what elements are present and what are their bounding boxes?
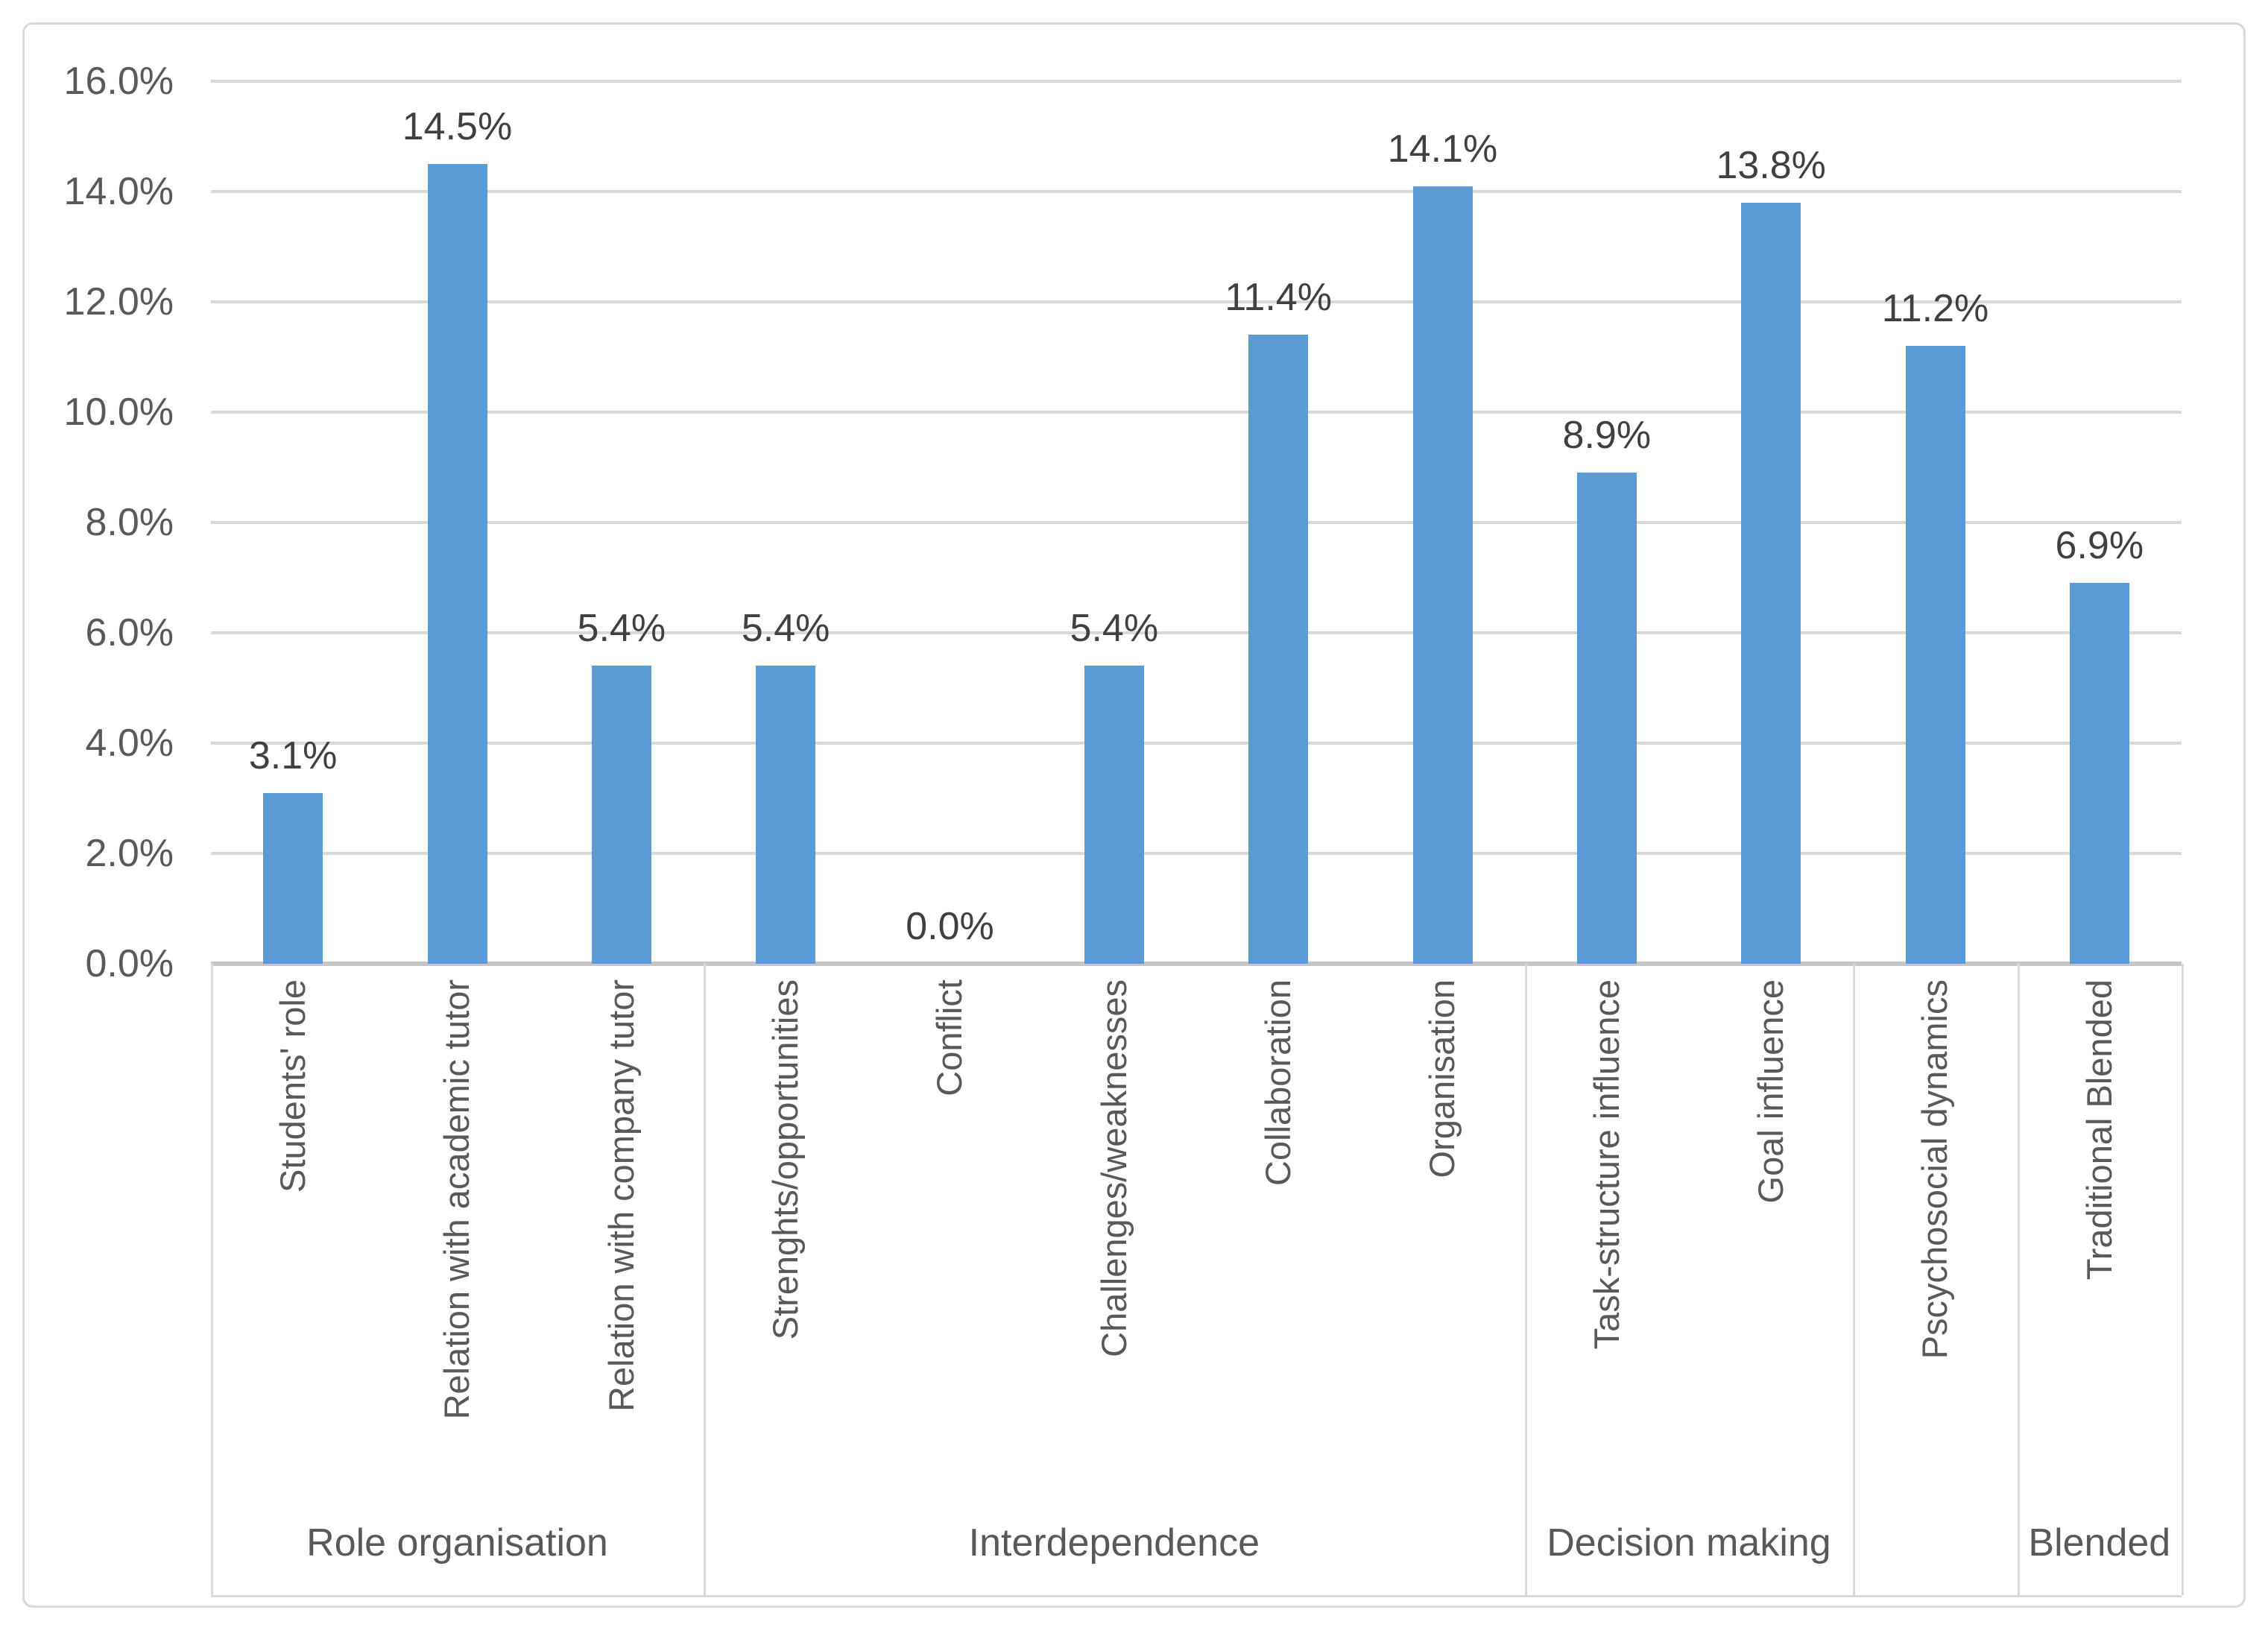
y-gridline xyxy=(211,742,2182,745)
group-label: Blended xyxy=(2028,1521,2171,1565)
y-axis-tick-label: 4.0% xyxy=(85,722,174,765)
category-label: Goal influence xyxy=(1751,979,1790,1204)
bar xyxy=(1412,186,1473,964)
y-axis-tick-label: 14.0% xyxy=(63,170,174,213)
y-axis-tick-label: 12.0% xyxy=(63,280,174,323)
group-label: Interdependence xyxy=(968,1521,1260,1565)
bar xyxy=(591,666,651,964)
y-axis-tick-label: 0.0% xyxy=(85,942,174,985)
bar xyxy=(427,164,487,964)
y-gridline xyxy=(211,631,2182,634)
y-gridline xyxy=(211,852,2182,855)
y-gridline xyxy=(211,411,2182,414)
group-label xyxy=(1853,1514,2017,1572)
bar-value-label: 14.5% xyxy=(402,105,513,148)
bar-value-label: 13.8% xyxy=(1716,144,1826,187)
bar xyxy=(756,666,816,964)
bar-value-label: 11.4% xyxy=(1225,276,1332,319)
bar xyxy=(1576,473,1637,964)
category-label: Conflict xyxy=(929,979,970,1096)
axis-box-bottom-line xyxy=(211,1595,2182,1597)
category-label: Collaboration xyxy=(1258,979,1298,1186)
category-label: Task-structure influence xyxy=(1586,979,1626,1350)
y-axis-tick-label: 10.0% xyxy=(63,391,174,434)
category-label: Organisation xyxy=(1422,979,1462,1178)
group-separator-line xyxy=(2182,964,2184,1595)
bar-value-label: 5.4% xyxy=(577,607,666,650)
category-label: Relation with company tutor xyxy=(601,979,641,1412)
group-separator-line xyxy=(1853,964,1856,1595)
group-label: Decision making xyxy=(1547,1521,1831,1565)
y-axis-tick-label: 8.0% xyxy=(85,501,174,544)
category-label: Students' role xyxy=(273,979,312,1193)
y-gridline xyxy=(211,521,2182,524)
bar xyxy=(1905,346,1965,964)
bar xyxy=(263,793,323,964)
category-label: Relation with academic tutor xyxy=(437,979,477,1420)
group-separator-line xyxy=(2017,964,2020,1595)
bar xyxy=(1084,666,1144,964)
category-label: Traditional Blended xyxy=(2079,979,2119,1281)
bar-value-label: 6.9% xyxy=(2055,524,2144,567)
bar xyxy=(1248,335,1309,964)
category-label: Strenghts/opportunities xyxy=(765,979,805,1340)
y-gridline xyxy=(211,300,2182,303)
group-separator-line xyxy=(211,964,213,1595)
group-label: Role organisation xyxy=(306,1521,608,1565)
y-axis-tick-label: 2.0% xyxy=(85,832,174,875)
category-label: Challenges/weaknesses xyxy=(1093,979,1134,1357)
bar-value-label: 11.2% xyxy=(1881,287,1989,330)
group-separator-line xyxy=(1524,964,1527,1595)
group-separator-line xyxy=(704,964,706,1595)
y-gridline xyxy=(211,80,2182,83)
x-axis-line xyxy=(211,962,2182,966)
bar-value-label: 5.4% xyxy=(1070,607,1159,650)
bar-value-label: 0.0% xyxy=(906,905,994,948)
y-gridline xyxy=(211,190,2182,193)
bar xyxy=(2069,583,2129,964)
bar-value-label: 14.1% xyxy=(1387,127,1498,171)
bar-value-label: 8.9% xyxy=(1562,414,1652,457)
bar-value-label: 3.1% xyxy=(248,734,338,777)
category-label: Pscychosocial dynamics xyxy=(1915,979,1955,1360)
y-axis-tick-label: 6.0% xyxy=(85,611,174,654)
bar-value-label: 5.4% xyxy=(741,607,830,650)
y-axis-tick-label: 16.0% xyxy=(63,60,174,103)
bar xyxy=(1741,203,1801,964)
